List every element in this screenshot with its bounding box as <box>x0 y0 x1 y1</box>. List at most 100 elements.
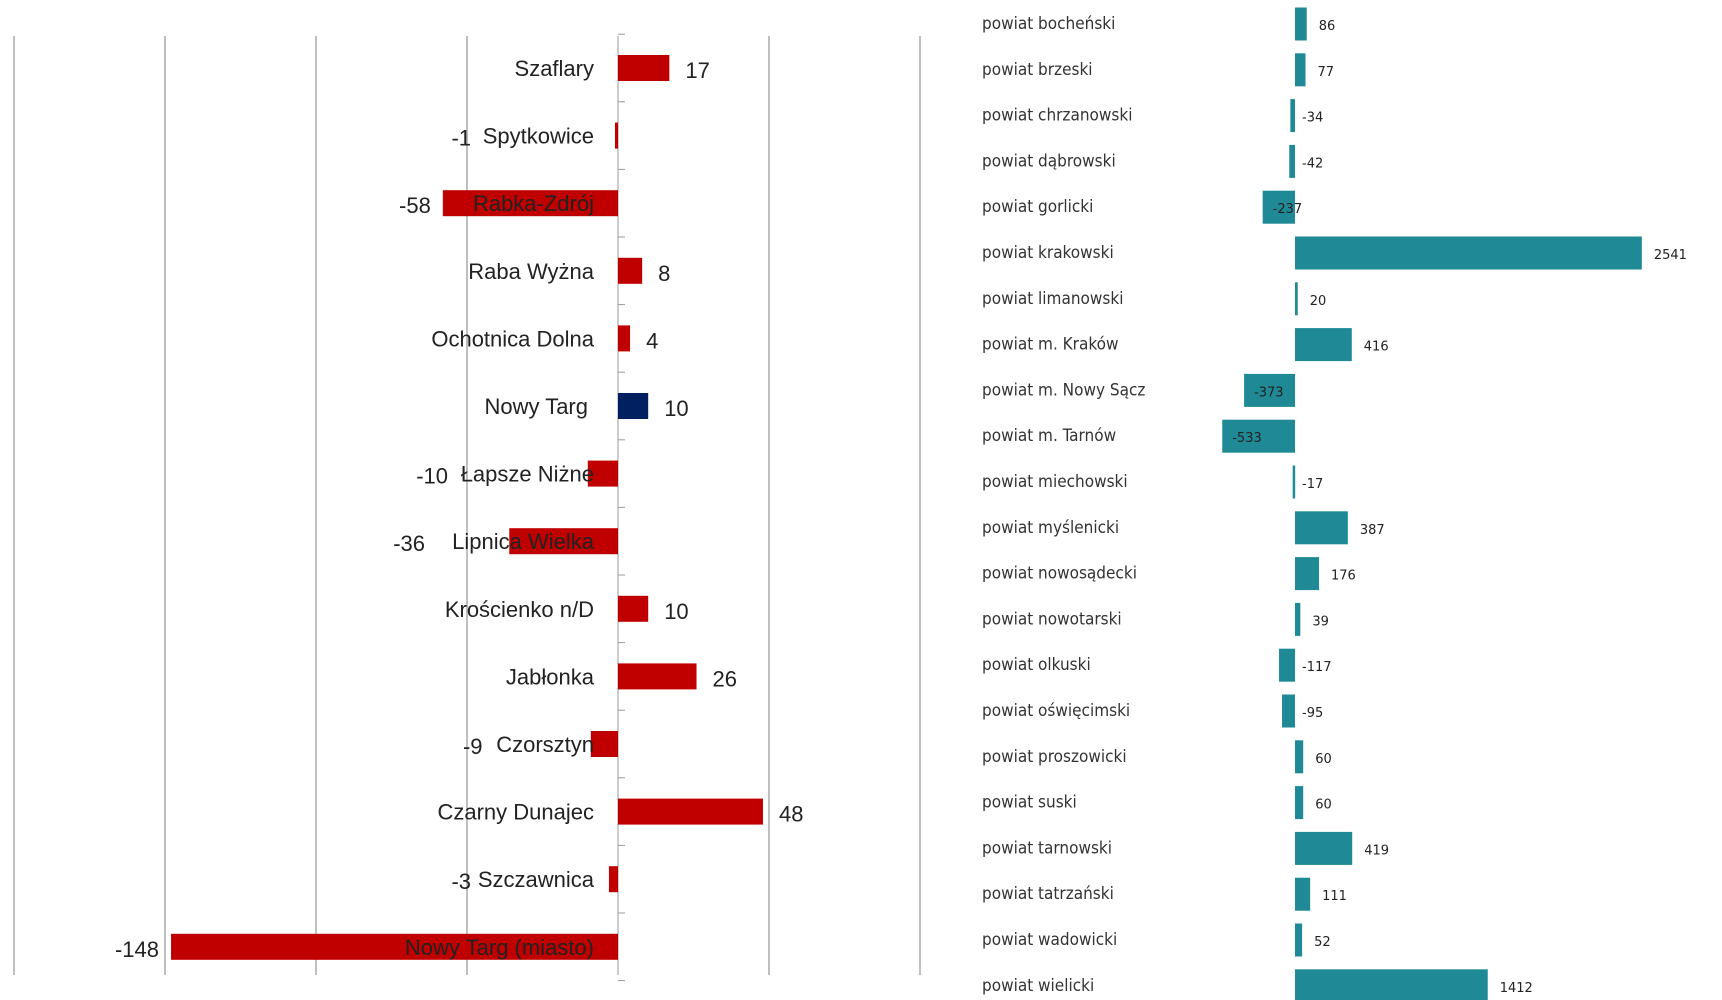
bar <box>1295 511 1348 545</box>
value-label: 1412 <box>1500 981 1533 996</box>
category-label: powiat nowotarski <box>982 609 1122 629</box>
category-label: powiat m. Kraków <box>982 335 1118 355</box>
bar <box>618 393 649 419</box>
bar <box>1295 877 1311 911</box>
bar <box>1295 557 1320 591</box>
category-label: powiat wielicki <box>982 976 1094 996</box>
category-label: powiat oświęcimski <box>982 701 1130 721</box>
value-label: 48 <box>779 802 803 827</box>
bar <box>590 731 618 757</box>
bar <box>618 663 697 690</box>
category-label: Łapsze Niżne <box>461 462 594 487</box>
category-label: powiat nowosądecki <box>982 564 1137 584</box>
category-label: powiat proszowicki <box>982 747 1127 767</box>
bar <box>1279 648 1295 682</box>
category-label: powiat tarnowski <box>982 838 1112 858</box>
bar <box>618 257 643 284</box>
category-label: Spytkowice <box>483 124 594 149</box>
value-label: -3 <box>451 869 471 894</box>
category-label: Jabłonka <box>506 664 595 689</box>
value-label: -1 <box>451 126 471 151</box>
category-label: Czorsztyn <box>496 732 594 757</box>
bar <box>1222 419 1295 453</box>
category-label: powiat wadowicki <box>982 930 1117 950</box>
bar <box>1295 602 1301 636</box>
category-label: powiat myślenicki <box>982 518 1119 538</box>
value-label: 419 <box>1364 843 1389 858</box>
value-label: -117 <box>1302 660 1332 675</box>
right-bar-chart: powiat bocheński 86 powiat brzeski 77 powiat… <box>982 7 1687 1000</box>
category-label: powiat m. Nowy Sącz <box>982 380 1145 400</box>
value-label: 39 <box>1312 614 1329 629</box>
category-label: Ochotnica Dolna <box>431 326 594 351</box>
category-label: Szczawnica <box>478 867 595 892</box>
bar <box>509 528 618 555</box>
value-label: -9 <box>463 734 483 759</box>
left-bar-chart: Szaflary 17 Spytkowice -1 Rabka-Zdrój -58 Raba… <box>13 33 921 982</box>
bar <box>1282 694 1295 728</box>
bar <box>608 866 618 893</box>
bar <box>1289 144 1295 178</box>
value-label: 10 <box>664 599 688 624</box>
bar <box>1262 190 1295 224</box>
category-label: powiat brzeski <box>982 60 1093 80</box>
value-label: -373 <box>1254 385 1284 400</box>
category-label: Nowy Targ <box>484 394 588 419</box>
category-label: Czarny Dunajec <box>437 800 594 825</box>
bar <box>1295 236 1642 270</box>
category-label: powiat krakowski <box>982 243 1114 263</box>
category-label: powiat chrzanowski <box>982 106 1132 126</box>
bar <box>1244 373 1295 407</box>
value-label: -58 <box>399 193 431 218</box>
value-label: 111 <box>1322 889 1347 904</box>
category-label: powiat suski <box>982 793 1077 813</box>
value-label: -148 <box>115 937 159 962</box>
value-label: 86 <box>1319 19 1336 34</box>
bar <box>171 933 619 960</box>
bar <box>618 595 649 622</box>
bar <box>1295 53 1306 87</box>
value-label: -237 <box>1273 202 1303 217</box>
category-label: powiat tatrzański <box>982 884 1114 904</box>
bar <box>1295 786 1304 820</box>
bar <box>1295 282 1298 316</box>
value-label: 387 <box>1360 523 1385 538</box>
value-label: -10 <box>416 464 448 489</box>
value-label: -533 <box>1232 431 1262 446</box>
bar <box>587 460 618 487</box>
value-label: -34 <box>1302 111 1323 126</box>
category-label: Szaflary <box>515 56 594 81</box>
bar <box>618 325 631 352</box>
value-label: 4 <box>646 328 658 353</box>
category-label: Rabka-Zdrój <box>473 191 594 216</box>
category-label: powiat miechowski <box>982 472 1128 492</box>
value-label: 77 <box>1318 65 1335 80</box>
category-label: powiat olkuski <box>982 655 1091 675</box>
bar <box>1295 328 1352 362</box>
value-label: 60 <box>1315 752 1332 767</box>
bar <box>1295 831 1353 865</box>
bar <box>618 798 763 825</box>
value-label: -42 <box>1302 156 1323 171</box>
value-label: 8 <box>658 261 670 286</box>
value-label: -36 <box>393 531 425 556</box>
category-label: powiat bocheński <box>982 14 1115 34</box>
category-label: powiat dąbrowski <box>982 151 1116 171</box>
value-label: -17 <box>1302 477 1323 492</box>
bar <box>1290 99 1295 133</box>
bar <box>1295 740 1304 774</box>
category-label: powiat gorlicki <box>982 197 1093 217</box>
category-label: powiat limanowski <box>982 289 1123 309</box>
bar <box>442 190 618 217</box>
bar <box>1295 969 1488 1000</box>
category-label: Nowy Targ (miasto) <box>405 935 594 960</box>
category-label: Lipnica Wielka <box>452 529 595 554</box>
bar <box>1295 7 1307 41</box>
value-label: -95 <box>1302 706 1323 721</box>
category-label: powiat m. Tarnów <box>982 426 1116 446</box>
bar <box>618 55 670 81</box>
bar <box>1295 923 1303 957</box>
value-label: 2541 <box>1654 248 1687 263</box>
value-label: 60 <box>1315 798 1332 813</box>
value-label: 20 <box>1310 294 1327 309</box>
